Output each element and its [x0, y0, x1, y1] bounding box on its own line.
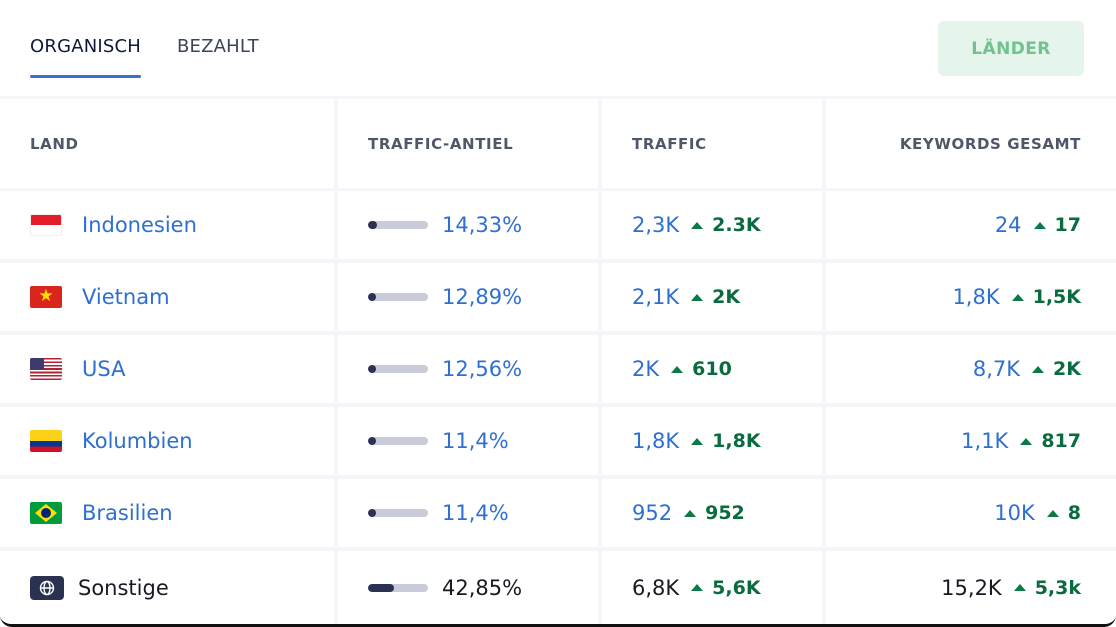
keywords-value[interactable]: 1,1K — [961, 429, 1009, 453]
traffic-share-bar — [368, 365, 428, 373]
table-row: Indonesien 14,33% 2,3K 2.3K 24 17 — [0, 191, 1116, 259]
traffic-share-bar — [368, 437, 428, 445]
arrow-up-icon — [1011, 293, 1024, 301]
table-row: Kolumbien 11,4% 1,8K 1,8K 1,1K 817 — [0, 407, 1116, 475]
keywords-value[interactable]: 1,8K — [952, 285, 1000, 309]
arrow-up-icon — [691, 221, 704, 229]
column-header-traffic[interactable]: TRAFFIC — [602, 99, 822, 188]
traffic-value: 6,8K — [632, 575, 680, 600]
traffic-value[interactable]: 952 — [632, 501, 673, 525]
arrow-up-icon — [1032, 365, 1045, 373]
traffic-value[interactable]: 2,3K — [632, 213, 680, 237]
brazil-flag-icon — [30, 502, 62, 524]
table-row: Brasilien 11,4% 952 952 10K 8 — [0, 479, 1116, 547]
keywords-value[interactable]: 10K — [994, 501, 1035, 525]
arrow-up-icon — [1020, 437, 1033, 445]
traffic-share-value[interactable]: 11,4% — [442, 429, 509, 453]
arrow-up-icon — [671, 365, 684, 373]
table-row: Vietnam 12,89% 2,1K 2K 1,8K 1,5K — [0, 263, 1116, 331]
keywords-delta: 17 — [1054, 214, 1081, 236]
keywords-delta: 2K — [1053, 358, 1081, 380]
country-link[interactable]: Kolumbien — [82, 429, 193, 453]
traffic-delta: 610 — [692, 358, 732, 380]
traffic-share-value[interactable]: 11,4% — [442, 501, 509, 525]
traffic-delta: 5,6K — [712, 576, 761, 599]
traffic-share-value[interactable]: 12,56% — [442, 357, 523, 381]
country-link[interactable]: Vietnam — [82, 285, 170, 309]
traffic-share-bar — [368, 583, 428, 592]
usa-flag-icon — [30, 358, 62, 380]
traffic-delta: 2K — [712, 286, 741, 308]
keywords-value[interactable]: 24 — [994, 213, 1022, 237]
keywords-delta: 5,3k — [1034, 576, 1081, 599]
keywords-delta: 8 — [1067, 502, 1081, 524]
keywords-value: 15,2K — [941, 575, 1002, 600]
traffic-delta: 952 — [705, 502, 745, 524]
tab-paid[interactable]: BEZAHLT — [177, 36, 259, 57]
vietnam-flag-icon — [30, 286, 62, 308]
globe-icon — [30, 575, 64, 600]
traffic-value[interactable]: 1,8K — [632, 429, 680, 453]
keywords-delta: 817 — [1041, 430, 1081, 452]
table-header: LAND TRAFFIC-ANTIEL TRAFFIC KEYWORDS GES… — [0, 99, 1116, 188]
arrow-up-icon — [1033, 221, 1046, 229]
traffic-delta: 1,8K — [712, 430, 761, 452]
arrow-up-icon — [691, 293, 704, 301]
traffic-share-bar — [368, 293, 428, 301]
table-row: Sonstige 42,85% 6,8K 5,6K 15,2K 5,3k — [0, 551, 1116, 624]
traffic-share-value[interactable]: 12,89% — [442, 285, 523, 309]
traffic-share-value: 42,85% — [442, 575, 523, 600]
column-header-country[interactable]: LAND — [0, 99, 334, 188]
countries-button[interactable]: LÄNDER — [938, 21, 1084, 76]
traffic-share-bar — [368, 509, 428, 517]
traffic-share-value[interactable]: 14,33% — [442, 213, 523, 237]
arrow-up-icon — [684, 509, 697, 517]
tab-organic[interactable]: ORGANISCH — [30, 36, 142, 78]
indonesia-flag-icon — [30, 214, 62, 236]
table-row: USA 12,56% 2K 610 8,7K 2K — [0, 335, 1116, 403]
keywords-delta: 1,5K — [1032, 286, 1081, 308]
traffic-value[interactable]: 2K — [632, 357, 660, 381]
colombia-flag-icon — [30, 430, 62, 452]
traffic-delta: 2.3K — [712, 214, 761, 236]
arrow-up-icon — [1013, 584, 1026, 591]
traffic-share-bar — [368, 221, 428, 229]
arrow-up-icon — [691, 584, 704, 591]
country-link[interactable]: Brasilien — [82, 501, 173, 525]
traffic-value[interactable]: 2,1K — [632, 285, 680, 309]
arrow-up-icon — [691, 437, 704, 445]
card-header: ORGANISCH BEZAHLT LÄNDER — [0, 0, 1116, 96]
arrow-up-icon — [1046, 509, 1059, 517]
country-link[interactable]: USA — [82, 357, 126, 381]
country-label: Sonstige — [78, 575, 169, 600]
country-link[interactable]: Indonesien — [82, 213, 197, 237]
keywords-value[interactable]: 8,7K — [972, 357, 1021, 381]
column-header-keywords[interactable]: KEYWORDS GESAMT — [826, 99, 1116, 188]
column-header-traffic-share[interactable]: TRAFFIC-ANTIEL — [338, 99, 598, 188]
